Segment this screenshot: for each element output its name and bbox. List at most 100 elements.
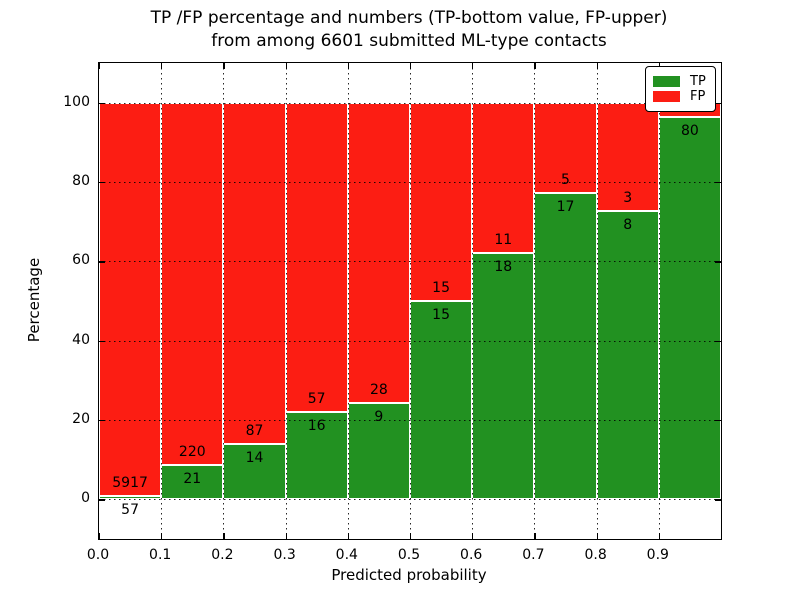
bar-segment-tp [658, 116, 721, 500]
x-axis-tick [410, 533, 412, 539]
bar-segment-fp [223, 102, 286, 445]
x-tick-label: 0.3 [273, 547, 296, 563]
x-axis-tick [161, 533, 163, 539]
tp-color-swatch [653, 76, 680, 87]
bar-segment-tp [596, 210, 659, 500]
bar-segment-fp [472, 102, 535, 254]
x-axis-tick [721, 63, 723, 69]
x-tick-label: 0.2 [211, 547, 234, 563]
x-axis-tick [721, 533, 723, 539]
x-tick-label: 0.8 [584, 547, 607, 563]
bar-segment-tp [161, 464, 224, 500]
fp-count-label: 28 [369, 381, 388, 398]
tp-count-label: 9 [374, 408, 384, 425]
chart-title-line2: from among 6601 submitted ML-type contac… [211, 31, 607, 51]
x-axis-tick [285, 533, 287, 539]
vertical-gridline [161, 63, 163, 539]
y-axis-tick [99, 499, 105, 501]
x-axis-tick [347, 63, 350, 69]
x-tick-label: 0.6 [460, 547, 483, 563]
bar-segment-fp [161, 102, 224, 465]
x-axis-tick [472, 63, 474, 69]
bar-segment-tp [285, 412, 348, 500]
plot-area: 5917 57 220 21 87 14 57 16 28 9 15 15 11 18 5 17 3 8 80 [98, 62, 723, 540]
y-axis-tick [99, 340, 105, 342]
x-tick-label: 0.7 [522, 547, 545, 563]
y-axis-tick [715, 182, 721, 184]
y-axis-tick [99, 102, 105, 104]
vertical-gridline [534, 63, 536, 539]
horizontal-gridline [99, 340, 721, 342]
y-axis-tick [99, 182, 105, 184]
x-axis-tick [223, 533, 225, 539]
legend-label-fp: FP [690, 89, 706, 104]
horizontal-gridline [99, 499, 721, 501]
y-tick-label: 20 [72, 411, 90, 427]
y-tick-label: 80 [72, 173, 90, 189]
x-tick-label: 0.9 [646, 547, 669, 563]
bar-segment-fp [410, 102, 473, 301]
y-axis-tick [715, 499, 721, 501]
fp-count-label: 87 [245, 423, 264, 440]
tp-count-label: 18 [494, 259, 513, 276]
x-axis-tick [223, 63, 225, 69]
vertical-gridline [347, 63, 349, 539]
x-axis-label: Predicted probability [331, 566, 487, 584]
fp-count-label: 11 [494, 232, 513, 249]
fp-count-label: 15 [432, 280, 451, 296]
vertical-gridline [472, 63, 474, 539]
x-axis-tick [410, 63, 412, 69]
y-tick-label: 0 [81, 490, 90, 507]
tp-count-label: 16 [307, 418, 326, 435]
bar-segment-tp [534, 192, 597, 500]
y-axis-tick [715, 340, 721, 342]
tp-count-label: 15 [432, 307, 451, 323]
fp-count-label: 5 [561, 171, 570, 188]
bar-segment-fp [347, 102, 410, 403]
x-axis-tick [347, 533, 350, 539]
horizontal-gridline [99, 261, 721, 263]
bar-segment-tp [410, 301, 473, 500]
y-tick-label: 100 [63, 93, 90, 110]
y-axis-tick [99, 420, 105, 422]
bar-segment-tp [472, 253, 535, 500]
bar-segment-fp [596, 102, 659, 211]
x-tick-label: 0.5 [397, 547, 421, 563]
y-axis-tick [99, 261, 105, 263]
x-axis-tick [658, 533, 661, 539]
legend-label-tp: TP [690, 74, 706, 89]
x-axis-tick [285, 63, 287, 69]
fp-count-label: 220 [178, 443, 206, 460]
vertical-gridline [596, 63, 598, 539]
x-axis-tick [596, 533, 598, 539]
fp-count-label: 5917 [112, 474, 148, 491]
fp-count-label: 57 [307, 391, 326, 408]
y-axis-tick [715, 102, 721, 104]
y-axis-label: Percentage [25, 257, 43, 343]
horizontal-gridline [99, 102, 721, 104]
bar-segment-fp [99, 102, 162, 496]
y-axis-tick [715, 420, 721, 422]
x-axis-tick [472, 533, 474, 539]
x-axis-tick [596, 63, 598, 69]
x-axis-tick [99, 63, 101, 69]
x-tick-label: 0.0 [86, 547, 110, 563]
tp-count-label: 14 [245, 450, 264, 467]
bar-segment-tp [99, 495, 162, 500]
fp-count-label: 3 [623, 189, 633, 206]
tp-count-label: 57 [121, 502, 140, 519]
x-axis-tick [534, 63, 536, 69]
x-tick-label: 0.1 [149, 547, 172, 563]
vertical-gridline [658, 63, 660, 539]
bar-segment-tp [347, 402, 410, 500]
tp-count-label: 8 [623, 216, 633, 233]
legend: TP FP [645, 66, 716, 112]
y-tick-label: 40 [72, 331, 90, 348]
x-axis-tick [99, 533, 101, 539]
x-axis-tick [161, 63, 163, 69]
horizontal-gridline [99, 182, 721, 183]
y-tick-label: 60 [72, 252, 90, 269]
x-tick-label: 0.4 [335, 547, 358, 563]
vertical-gridline [410, 63, 411, 539]
